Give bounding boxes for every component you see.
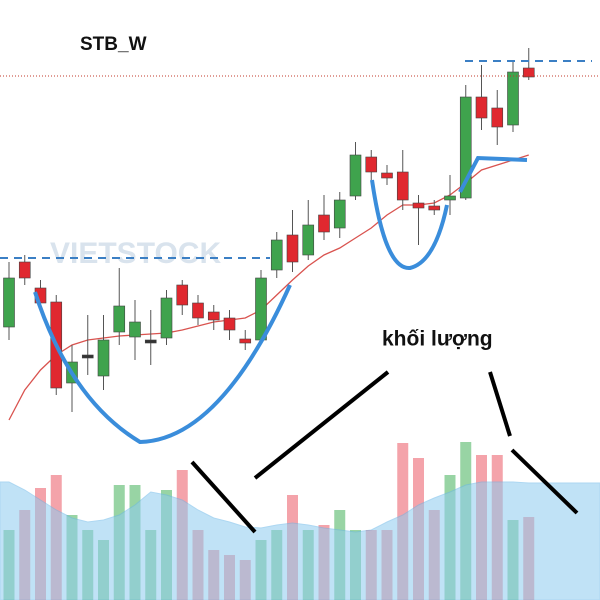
- candle-body: [81, 354, 94, 359]
- ma-line: [8, 154, 529, 421]
- candle-body: [302, 224, 315, 256]
- candle-body: [176, 284, 189, 306]
- handle-curve: [370, 179, 449, 270]
- candle-body: [97, 339, 110, 377]
- candle-body: [318, 214, 330, 233]
- candle-body: [113, 305, 126, 333]
- candle-body: [286, 234, 299, 263]
- candle-body: [192, 302, 204, 319]
- pointer-line: [253, 370, 390, 480]
- candle-body: [491, 107, 504, 128]
- candle-body: [223, 317, 236, 331]
- candle-body: [270, 239, 283, 271]
- candle-body: [444, 195, 456, 201]
- candle-body: [349, 154, 362, 197]
- candle-body: [522, 67, 535, 78]
- annotation: khối lượng: [382, 328, 493, 351]
- pointer-line: [190, 460, 257, 534]
- pointer-line: [488, 371, 512, 437]
- cup-curve: [33, 284, 292, 445]
- candle-body: [507, 71, 519, 126]
- chart-title: STB_W: [80, 34, 147, 55]
- candle-body: [365, 156, 378, 173]
- candle-body: [18, 261, 31, 279]
- candle-body: [207, 311, 220, 321]
- volume-ma-area: [0, 481, 600, 600]
- candle-body: [412, 202, 425, 209]
- candle-body: [239, 338, 252, 344]
- watermark: VIETSTOCK: [50, 237, 221, 270]
- breakout-curve: [458, 155, 528, 193]
- candle-body: [160, 297, 173, 339]
- candle-body: [428, 205, 441, 211]
- candle-body: [333, 199, 346, 229]
- candle-body: [381, 172, 393, 179]
- candle-body: [144, 339, 157, 344]
- candle-body: [459, 96, 472, 199]
- plot: [0, 48, 600, 600]
- candle-body: [475, 96, 488, 119]
- candle-body: [129, 321, 141, 338]
- candle-body: [3, 277, 15, 328]
- candle-body: [255, 277, 267, 341]
- candle-body: [396, 171, 409, 201]
- pointer-line: [510, 448, 579, 515]
